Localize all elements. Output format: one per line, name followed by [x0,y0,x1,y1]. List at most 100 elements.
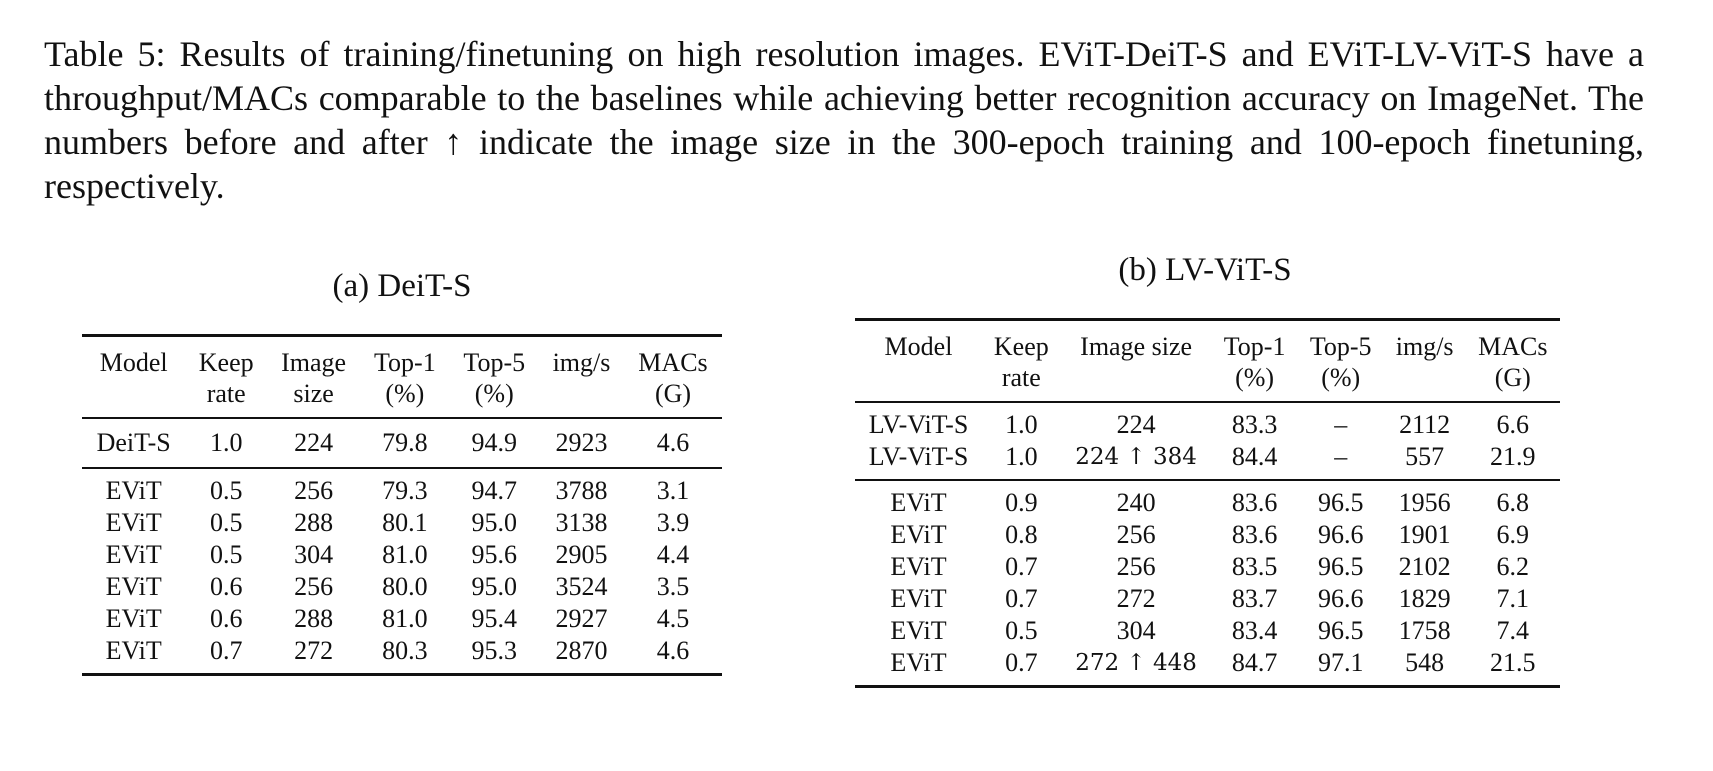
table-b-cell: 0.9 [982,479,1061,519]
table-a-cell: 0.6 [209,604,243,633]
table-b-cell: 83.3 [1211,401,1298,441]
table-a-evit: EViT 0.5 256 79.3 94.7 3788 3.1 EViT 0.5 288 80.1 9… [82,467,722,676]
table-b-cell: 1758 [1398,616,1451,645]
table-a-header-cell: (G) [654,379,692,408]
table-b-cell: 1901 [1398,520,1451,549]
table-b-cell: LV-ViT-S [868,442,969,471]
table-row: EViT 0.5 288 80.1 95.0 3138 3.9 [82,507,722,539]
table-a-cell: 95.0 [471,572,518,601]
table-a-cell: 288 [294,604,334,633]
table-a-cell: 4.5 [656,604,690,633]
table-a-cell: EViT [82,467,186,507]
table-a-cell: 0.5 [209,508,243,537]
table-a-header: Model Keep Image Top-1 Top-5 img/s MACs rate siz… [82,334,722,419]
table-a-cell: 80.0 [382,572,428,601]
table-a-header-cell: size [293,379,334,408]
table-row: EViT 0.7 272 83.7 96.6 1829 7.1 [855,583,1560,615]
table-a-header-cell: Top-5 [449,334,539,378]
table-a-cell: 95.4 [471,604,518,633]
table-b-cell: – [1334,442,1348,471]
table-a-cell: EViT [105,604,162,633]
table-b-cell: 256 [1116,552,1156,581]
table-a-cell: 0.7 [185,635,268,676]
table-b: Model Keep Image size Top-1 Top-5 img/s MACs ra… [855,318,1560,688]
table-a-header-cell: Keep [185,334,268,378]
table-b-cell: 83.6 [1231,520,1278,549]
table-row: EViT 0.6 256 80.0 95.0 3524 3.5 [82,571,722,603]
table-row: EViT 0.7 256 83.5 96.5 2102 6.2 [855,551,1560,583]
table-b-cell: 0.7 [1005,584,1038,613]
table-a-header-cell: img/s [538,334,624,378]
table-a-header-cell: Top-1 [360,334,450,378]
table-a-cell: 304 [294,540,334,569]
table-a-cell: EViT [105,540,162,569]
table-a-cell: 0.5 [185,467,268,507]
table-a-title: (a) DeiT-S [332,268,472,304]
table-a-header-row: rate size (%) (%) (G) [82,378,722,418]
table-a-cell: 3.9 [656,508,690,537]
table-b-header-cell: Top-1 [1211,318,1298,362]
table-row: EViT 0.5 304 83.4 96.5 1758 7.4 [855,615,1560,647]
table-b-cell: 256 [1116,520,1156,549]
table-a-cell: 3.5 [656,572,690,601]
table-a: Model Keep Image Top-1 Top-5 img/s MACs rate siz… [82,334,722,676]
table-a-cell: 80.3 [360,635,450,676]
table-a-cell: 94.9 [449,417,539,468]
table-a-cell: 95.0 [471,508,518,537]
table-a-cell: 94.7 [449,467,539,507]
table-b-cell: 83.4 [1231,616,1278,645]
table-row: LV-ViT-S 1.0 224 ↑ 384 84.4 – 557 21.9 [855,441,1560,480]
table-b-header-cell: Image size [1060,318,1212,362]
table-a-cell: 81.0 [382,604,428,633]
table-b-cell: 557 [1405,442,1445,471]
table-b-header-cell [855,362,982,402]
table-b-cell: 272 [1116,584,1156,613]
table-a-header-cell [539,378,624,418]
table-a-baseline: DeiT-S 1.0 224 79.8 94.9 2923 4.6 [82,417,722,468]
table-a-header-cell: rate [206,379,246,408]
table-a-cell: 2870 [538,635,624,676]
table-b-cell: 96.6 [1317,584,1364,613]
table-a-cell: DeiT-S [82,417,186,468]
table-b-header-row: rate (%) (%) (G) [855,362,1560,402]
table-b-cell: 0.7 [1005,552,1038,581]
table-b-cell: EViT [855,647,982,688]
table-b-cell: 84.4 [1231,442,1278,471]
table-a-header-cell [82,378,185,418]
table-a-header-cell: Image [267,334,361,378]
table-b-cell: 224 ↑ 384 [1075,444,1197,470]
table-a-cell: 4.6 [623,417,722,468]
table-b-cell: 96.6 [1317,520,1364,549]
table-row: LV-ViT-S 1.0 224 83.3–2112 6.6 [855,401,1560,441]
table-b-cell: 1956 [1383,479,1466,519]
table-b-header-cell: (%) [1235,363,1275,392]
table-b-cell: EViT [890,616,947,645]
table-b-header-cell: Keep [982,318,1061,362]
table-b-header-cell: MACs [1465,318,1560,362]
table-b-cell: 6.6 [1465,401,1560,441]
table-b-cell: 83.7 [1231,584,1278,613]
table-b-cell: 548 [1383,647,1466,688]
table-b-header-cell: (%) [1321,363,1361,392]
table-row: EViT 0.7 272 80.3 95.3 2870 4.6 [82,635,722,676]
table-b-cell: 0.5 [1005,616,1038,645]
table-a-cell: 0.6 [209,572,243,601]
table-b-cell: 83.6 [1211,479,1298,519]
table-b-cell: 240 [1060,479,1212,519]
table-a-header-cell: MACs [623,334,722,378]
table-b-cell: 1.0 [1005,442,1038,471]
table-a-cell: 224 [267,417,361,468]
table-a-cell: 272 [267,635,361,676]
table-b-header-cell [1061,362,1212,402]
table-a-cell: 0.5 [209,540,243,569]
table-b-header-cell: (G) [1494,363,1531,392]
table-b-cell: 6.2 [1496,552,1530,581]
table-a-cell: 1.0 [185,417,268,468]
table-a-cell: 81.0 [382,540,428,569]
table-a-header-cell: (%) [474,379,514,408]
table-b-cell: 96.5 [1297,479,1384,519]
table-b-cell: 83.5 [1231,552,1278,581]
table-a-cell: 4.4 [656,540,690,569]
table-b-cell: EViT [890,552,947,581]
table-row: EViT 0.5 304 81.0 95.6 2905 4.4 [82,539,722,571]
